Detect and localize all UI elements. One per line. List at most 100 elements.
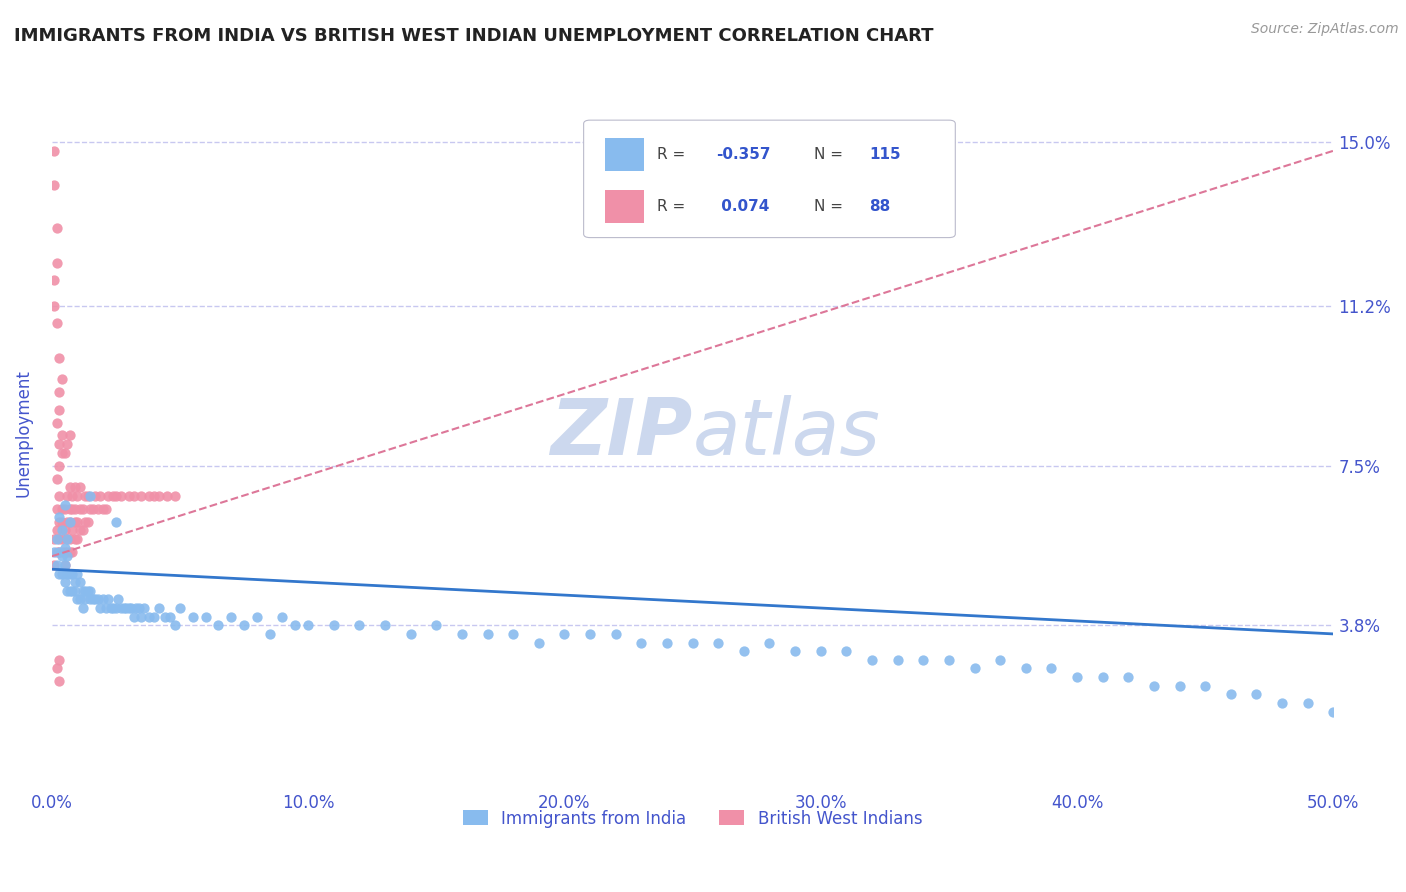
Point	[963, 661, 986, 675]
Point	[59, 428, 82, 442]
Point	[45, 532, 67, 546]
Point	[284, 618, 307, 632]
Point	[117, 601, 139, 615]
Text: ZIP: ZIP	[550, 395, 693, 471]
Point	[655, 635, 678, 649]
Point	[53, 558, 76, 572]
Point	[48, 545, 70, 559]
Point	[69, 592, 91, 607]
Point	[1066, 670, 1088, 684]
Point	[51, 372, 73, 386]
Point	[630, 635, 652, 649]
Point	[89, 489, 111, 503]
Point	[527, 635, 550, 649]
Point	[91, 501, 114, 516]
Point	[48, 653, 70, 667]
Point	[56, 532, 79, 546]
Point	[122, 489, 145, 503]
Point	[181, 609, 204, 624]
Point	[1219, 687, 1241, 701]
Point	[48, 402, 70, 417]
Point	[107, 592, 129, 607]
Point	[82, 592, 104, 607]
Point	[1143, 679, 1166, 693]
Point	[117, 489, 139, 503]
Point	[138, 489, 160, 503]
Point	[60, 545, 83, 559]
Point	[59, 515, 82, 529]
Point	[51, 501, 73, 516]
Point	[51, 515, 73, 529]
Point	[233, 618, 256, 632]
Point	[349, 618, 371, 632]
Point	[785, 644, 807, 658]
Text: N =: N =	[814, 147, 848, 162]
Point	[63, 532, 86, 546]
Point	[75, 515, 97, 529]
Point	[44, 545, 66, 559]
Point	[56, 549, 79, 564]
Point	[60, 583, 83, 598]
Point	[758, 635, 780, 649]
Point	[76, 489, 98, 503]
Point	[860, 653, 883, 667]
Point	[219, 609, 242, 624]
Text: 0.074: 0.074	[716, 199, 769, 214]
Point	[79, 489, 101, 503]
Point	[69, 501, 91, 516]
Point	[87, 592, 110, 607]
Bar	[606, 138, 644, 171]
Point	[53, 524, 76, 538]
Point	[60, 524, 83, 538]
Point	[48, 351, 70, 365]
Point	[51, 446, 73, 460]
Legend: Immigrants from India, British West Indians: Immigrants from India, British West Indi…	[456, 803, 929, 834]
Point	[44, 273, 66, 287]
Point	[72, 583, 94, 598]
Point	[605, 627, 627, 641]
Y-axis label: Unemployment: Unemployment	[15, 369, 32, 497]
Point	[97, 489, 120, 503]
Point	[87, 501, 110, 516]
Point	[48, 545, 70, 559]
Point	[1040, 661, 1063, 675]
Point	[733, 644, 755, 658]
Point	[553, 627, 575, 641]
Point	[56, 437, 79, 451]
Point	[148, 601, 170, 615]
Point	[104, 601, 127, 615]
Point	[79, 501, 101, 516]
Point	[1322, 705, 1344, 719]
Point	[48, 437, 70, 451]
Point	[1015, 661, 1038, 675]
Point	[51, 549, 73, 564]
Point	[138, 609, 160, 624]
Point	[682, 635, 704, 649]
Point	[69, 480, 91, 494]
Point	[51, 566, 73, 581]
Point	[59, 583, 82, 598]
Point	[66, 515, 89, 529]
Point	[707, 635, 730, 649]
Point	[76, 583, 98, 598]
Point	[48, 515, 70, 529]
Point	[48, 385, 70, 400]
Point	[53, 501, 76, 516]
Point	[48, 566, 70, 581]
Point	[44, 178, 66, 193]
Point	[477, 627, 499, 641]
Point	[115, 601, 138, 615]
Point	[51, 545, 73, 559]
Point	[63, 515, 86, 529]
Point	[810, 644, 832, 658]
Point	[1271, 696, 1294, 710]
Point	[48, 532, 70, 546]
Point	[103, 489, 125, 503]
Point	[194, 609, 217, 624]
Point	[53, 545, 76, 559]
Text: atlas: atlas	[693, 395, 880, 471]
Point	[153, 609, 176, 624]
Point	[76, 515, 98, 529]
Point	[44, 299, 66, 313]
Point	[156, 489, 179, 503]
